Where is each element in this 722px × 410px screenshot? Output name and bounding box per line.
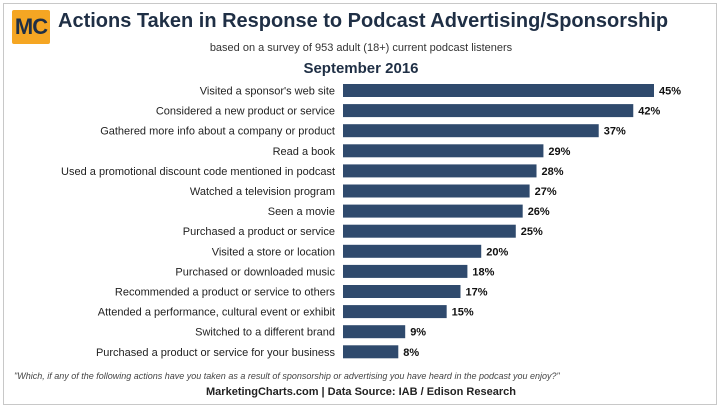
value-label: 42% <box>638 106 660 118</box>
value-label: 17% <box>465 287 487 299</box>
value-label: 28% <box>542 166 564 178</box>
bar <box>343 204 523 218</box>
category-label: Purchased a product or service <box>183 226 335 238</box>
category-label: Purchased a product or service for your … <box>96 347 336 359</box>
data-source-footer: MarketingCharts.com | Data Source: IAB /… <box>206 386 516 398</box>
category-label: Visited a sponsor's web site <box>200 86 335 98</box>
survey-question-footnote: "Which, if any of the following actions … <box>14 371 560 381</box>
category-label: Watched a television program <box>190 186 335 198</box>
marketingcharts-logo: MC <box>12 10 50 44</box>
bar <box>343 224 516 238</box>
bar <box>343 184 530 198</box>
value-label: 27% <box>535 186 557 198</box>
category-label: Purchased or downloaded music <box>175 266 335 278</box>
category-label: Read a book <box>273 146 336 158</box>
bar <box>343 345 399 359</box>
category-label: Visited a store or location <box>212 246 335 258</box>
value-label: 20% <box>486 246 508 258</box>
bar <box>343 285 461 298</box>
bar <box>343 124 599 138</box>
value-label: 25% <box>521 226 543 238</box>
value-label: 15% <box>452 307 474 319</box>
value-label: 18% <box>472 266 494 278</box>
bar <box>343 84 654 97</box>
category-label: Switched to a different brand <box>195 327 335 339</box>
category-label: Seen a movie <box>268 206 335 218</box>
value-label: 37% <box>604 126 626 138</box>
value-label: 29% <box>548 146 570 158</box>
bar <box>343 325 406 339</box>
category-label: Gathered more info about a company or pr… <box>100 126 335 138</box>
bar <box>343 244 482 258</box>
bar <box>343 305 447 319</box>
chart-period: September 2016 <box>303 60 419 77</box>
category-label: Attended a performance, cultural event o… <box>98 307 335 319</box>
value-label: 8% <box>403 347 419 359</box>
bar <box>343 104 634 118</box>
category-label: Considered a new product or service <box>156 106 335 118</box>
value-label: 26% <box>528 206 550 218</box>
bar <box>343 144 544 158</box>
bar <box>343 164 537 178</box>
category-label: Recommended a product or service to othe… <box>115 287 336 299</box>
value-label: 9% <box>410 327 426 339</box>
chart-subtitle: based on a survey of 953 adult (18+) cur… <box>209 42 513 54</box>
value-label: 45% <box>659 86 681 98</box>
category-label: Used a promotional discount code mention… <box>61 166 335 178</box>
bar <box>343 264 468 278</box>
chart-title: Actions Taken in Response to Podcast Adv… <box>58 10 669 32</box>
